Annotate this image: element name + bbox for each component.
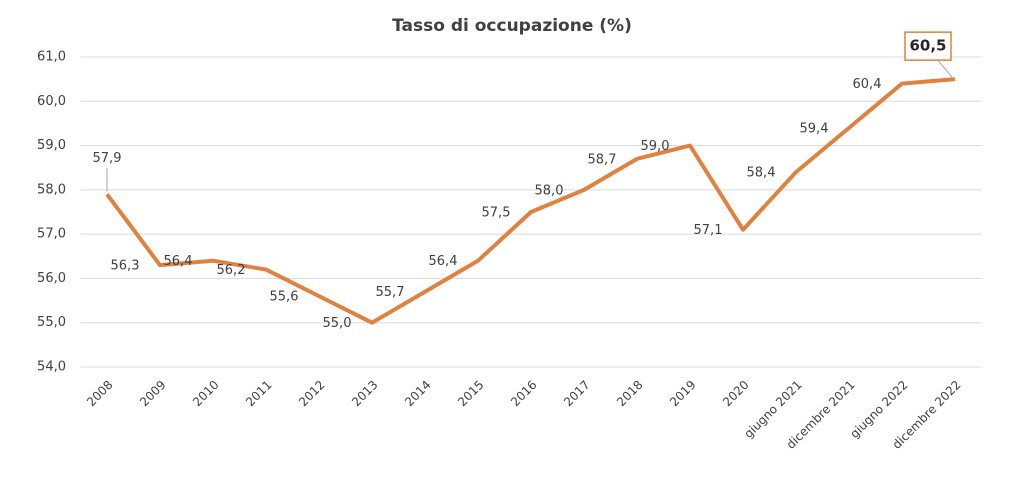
x-tick-label: 2016 <box>508 378 539 409</box>
data-label: 57,5 <box>482 206 511 221</box>
y-tick-label: 60,0 <box>37 94 66 109</box>
y-tick-label: 61,0 <box>37 50 66 65</box>
data-label: 56,4 <box>164 254 193 269</box>
data-label: 59,4 <box>800 121 829 136</box>
y-tick-label: 58,0 <box>37 182 66 197</box>
y-tick-label: 56,0 <box>37 271 66 286</box>
line <box>105 77 956 325</box>
data-label: 55,0 <box>323 316 352 331</box>
x-tick-label: 2017 <box>561 378 592 409</box>
data-label: 59,0 <box>641 139 670 154</box>
x-tick-label: 2019 <box>667 378 698 409</box>
data-label: 55,7 <box>376 285 405 300</box>
y-tick-label: 57,0 <box>37 227 66 242</box>
data-label: 58,4 <box>747 166 776 181</box>
data-label: 57,9 <box>93 151 122 166</box>
data-label: 56,2 <box>217 263 246 278</box>
x-tick-label: 2010 <box>190 378 221 409</box>
data-label: 56,4 <box>429 254 458 269</box>
leader-line <box>936 58 953 78</box>
label-box <box>904 31 952 61</box>
y-tick-label: 55,0 <box>37 315 66 330</box>
x-tick-label: 2015 <box>455 378 486 409</box>
data-label: 56,3 <box>111 259 140 274</box>
data-label: 58,0 <box>535 183 564 198</box>
x-tick-label: 2020 <box>720 378 751 409</box>
y-tick-label: 59,0 <box>37 138 66 153</box>
x-tick-label: 2012 <box>296 378 327 409</box>
data-label: 57,1 <box>694 223 723 238</box>
x-tick-label: 2008 <box>84 378 115 409</box>
data-label: 60,4 <box>853 77 882 92</box>
x-tick-label: 2018 <box>614 378 645 409</box>
x-tick-label: 2009 <box>137 378 168 409</box>
data-label: 55,6 <box>270 290 299 305</box>
chart-title: Tasso di occupazione (%) <box>392 16 632 36</box>
x-tick-label: 2014 <box>402 378 433 409</box>
data-label: 60,5 <box>909 37 946 55</box>
x-tick-label: 2013 <box>349 378 380 409</box>
x-tick-label: 2011 <box>243 378 274 409</box>
y-tick-label: 54,0 <box>37 360 66 375</box>
data-label: 58,7 <box>588 152 617 167</box>
